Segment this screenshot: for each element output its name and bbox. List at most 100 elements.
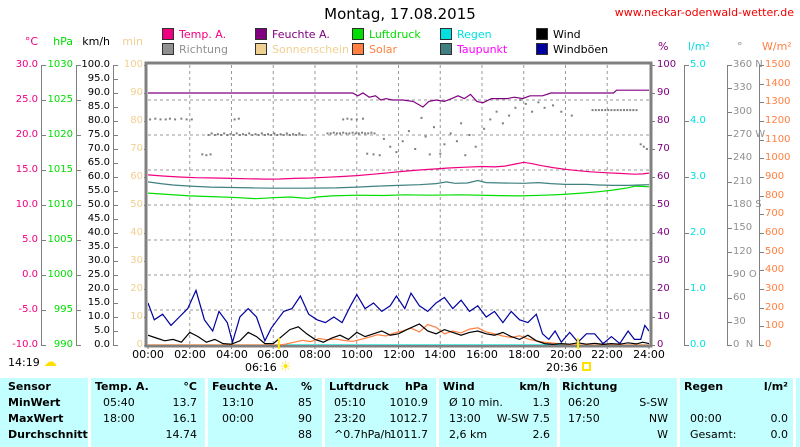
table-column-header: Regen xyxy=(684,380,724,393)
legend-label: Windböen xyxy=(553,43,609,56)
table-cell-time: 00:00 xyxy=(222,412,254,425)
axis-tick-lm2 xyxy=(684,177,689,178)
axis-tick-temp xyxy=(41,205,46,206)
legend-swatch xyxy=(352,28,364,40)
table-cell-time: 13:00 xyxy=(449,412,481,425)
axis-line-lm2 xyxy=(684,65,685,346)
axis-tick-label-wm2: 700 xyxy=(765,208,785,220)
x-tick-label: 04:00 xyxy=(216,348,248,361)
x-tick-label: 16:00 xyxy=(466,348,498,361)
cloud-icon: ☁ xyxy=(43,355,57,370)
axis-tick-kmh xyxy=(113,177,118,178)
axis-tick-wm2 xyxy=(759,102,764,104)
axis-tick-label-temp: 5.0 xyxy=(22,234,38,245)
axis-tick-label-kmh: 95.0 xyxy=(87,73,110,84)
axis-tick-label-pct: 80 xyxy=(657,115,670,126)
legend-label: Luftdruck xyxy=(369,28,421,41)
legend-swatch xyxy=(440,43,452,55)
axis-tick-hpa xyxy=(76,65,81,66)
table-cell-time: 23:20 xyxy=(334,412,366,425)
series-temp_a xyxy=(148,161,649,180)
axis-tick-label-pct: 60 xyxy=(657,171,670,182)
table-column-unit: l/m² xyxy=(763,380,788,393)
axis-tick-dir xyxy=(727,88,732,90)
legend-label: Richtung xyxy=(179,43,228,56)
axis-tick-label-kmh: 70.0 xyxy=(87,143,110,154)
axis-tick-hpa xyxy=(76,240,81,241)
axis-tick-hpa xyxy=(76,275,81,276)
legend-label: Taupunkt xyxy=(457,43,508,56)
axis-tick-wm2 xyxy=(759,158,764,160)
axis-tick-label-hpa: 1020 xyxy=(47,129,73,140)
axis-header-pct: % xyxy=(658,40,669,53)
axis-tick-label-temp: 30.0 xyxy=(15,59,38,70)
x-tick-label: 12:00 xyxy=(383,348,415,361)
table-separator xyxy=(205,378,208,447)
table-column-header: Luftdruck xyxy=(329,380,389,393)
table-cell-time: 13:10 xyxy=(222,396,254,409)
axis-tick-label-pct: 10 xyxy=(657,311,670,322)
series-taupunkt xyxy=(148,179,649,189)
axis-tick-kmh xyxy=(113,233,118,234)
axis-tick-hpa xyxy=(76,135,81,136)
axis-tick-label-lm2: 3.0 xyxy=(690,171,706,182)
axis-tick-kmh xyxy=(113,247,118,248)
axis-tick-label-dir: 270 W xyxy=(733,129,766,140)
axis-tick-dir xyxy=(727,251,732,253)
legend-item-richtung: Richtung xyxy=(162,43,228,56)
axis-tick-label-lm2: 0.0 xyxy=(690,339,706,350)
axis-tick-hpa xyxy=(76,310,81,311)
legend-label: Wind xyxy=(553,28,581,41)
axis-tick-temp xyxy=(41,135,46,136)
axis-tick-lm2 xyxy=(684,345,689,346)
axis-tick-label-kmh: 75.0 xyxy=(87,129,110,140)
legend-swatch xyxy=(255,43,267,55)
axis-tick-kmh xyxy=(113,93,118,94)
axis-tick-kmh xyxy=(113,191,118,192)
axis-tick-kmh xyxy=(113,79,118,80)
table-cell-value: W xyxy=(657,428,668,441)
legend-swatch xyxy=(440,28,452,40)
axis-tick-label-dir: 240 xyxy=(733,152,753,164)
legend-swatch xyxy=(255,28,267,40)
axis-tick-label-temp: 20.0 xyxy=(15,129,38,140)
site-url-link[interactable]: www.neckar-odenwald-wetter.de xyxy=(614,6,794,19)
axis-tick-kmh xyxy=(113,331,118,332)
axis-tick-label-dir: 90 O xyxy=(733,269,757,280)
axis-tick-label-hpa: 1015 xyxy=(47,164,73,175)
axis-tick-wm2 xyxy=(759,307,764,309)
table-row-label: MaxWert xyxy=(8,412,64,425)
axis-tick-temp xyxy=(41,100,46,101)
legend-item-luftdruck: Luftdruck xyxy=(352,28,421,41)
axis-tick-label-dir: 330 xyxy=(733,82,753,94)
axis-tick-label-min: 10 xyxy=(130,311,143,322)
x-tick-label: 18:00 xyxy=(508,348,540,361)
axis-tick-label-kmh: 85.0 xyxy=(87,101,110,112)
table-cell-value: 0.0 xyxy=(770,412,789,425)
axis-tick-label-kmh: 90.0 xyxy=(87,87,110,98)
axis-tick-label-hpa: 1000 xyxy=(47,269,73,280)
sunset-time: 20:36 xyxy=(546,361,578,374)
axis-tick-kmh xyxy=(113,205,118,206)
axis-header-lm2: l/m² xyxy=(688,40,710,53)
axis-tick-label-hpa: 1005 xyxy=(47,234,73,245)
axis-tick-label-wm2: 1200 xyxy=(765,115,791,126)
axis-tick-dir xyxy=(727,158,732,160)
table-separator xyxy=(88,378,91,447)
axis-tick-kmh xyxy=(113,149,118,150)
table-cell-time: ^0.7hPa/h xyxy=(334,428,392,441)
axis-tick-hpa xyxy=(76,345,81,346)
axis-tick-label-wm2: 100 xyxy=(765,320,785,332)
axis-tick-label-kmh: 20.0 xyxy=(87,283,110,294)
table-cell-value: 1011.7 xyxy=(389,428,429,441)
legend-label: Regen xyxy=(457,28,492,41)
axis-tick-label-min: 90 xyxy=(130,87,143,98)
axis-tick-label-hpa: 995 xyxy=(53,304,73,315)
table-separator xyxy=(436,378,439,447)
axis-tick-wm2 xyxy=(759,177,764,178)
axis-tick-label-min: 30 xyxy=(130,255,143,266)
axis-tick-label-pct: 50 xyxy=(657,199,670,210)
axis-tick-wm2 xyxy=(759,251,764,253)
sunset-label: 20:36 xyxy=(546,362,591,374)
axis-tick-label-min: 100 xyxy=(123,59,143,70)
